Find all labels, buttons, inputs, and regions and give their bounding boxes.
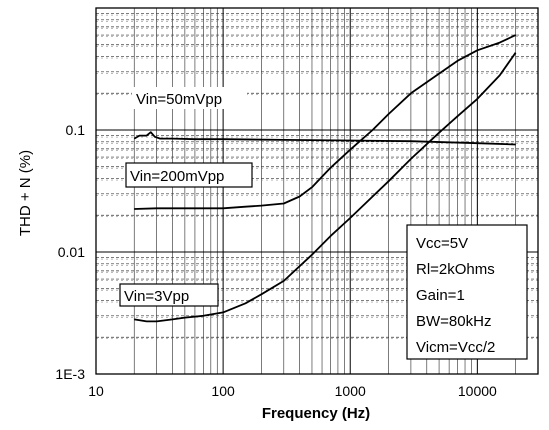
series-label-text: Vin=3Vpp [124, 288, 189, 305]
series-line-3 [134, 52, 517, 323]
test-conditions-box: Vcc=5V Rl=2kOhms Gain=1 BW=80kHz Vicm=Vc… [406, 224, 528, 360]
x-axis-title: Frequency (Hz) [262, 405, 370, 422]
series-label-box [132, 87, 247, 109]
series-lines [133, 34, 517, 323]
tick-labels: 10 100 1000 10000 1E-3 0.01 0.1 [55, 122, 497, 399]
condition-bw: BW=80kHz [416, 313, 491, 330]
condition-gain: Gain=1 [416, 287, 465, 304]
series-label-vin-3vpp: Vin=3Vpp [119, 283, 219, 307]
series-label-text: Vin=50mVpp [136, 91, 222, 108]
series-line-2 [134, 34, 516, 210]
condition-vicm: Vicm=Vcc/2 [416, 339, 495, 356]
x-tick-label: 100 [211, 383, 235, 399]
condition-vcc: Vcc=5V [416, 235, 468, 252]
condition-rl: Rl=2kOhms [416, 261, 495, 278]
y-tick-label: 1E-3 [55, 366, 85, 382]
series-line-1 [133, 131, 516, 146]
y-tick-label: 0.1 [66, 122, 86, 138]
x-tick-label: 1000 [335, 383, 366, 399]
conditions-frame [406, 224, 528, 360]
x-tick-label: 10 [88, 383, 104, 399]
x-tick-label: 10000 [458, 383, 497, 399]
series-label-text: Vin=200mVpp [130, 168, 224, 185]
series-label-box [125, 162, 253, 188]
series-label-vin-200mvpp: Vin=200mVpp [125, 162, 253, 188]
series-label-vin-50mvpp: Vin=50mVpp [132, 87, 247, 109]
y-axis-title: THD + N (%) [17, 150, 34, 236]
plot-frame [95, 7, 539, 375]
series-label-box [119, 283, 219, 307]
y-tick-label: 0.01 [58, 244, 85, 260]
